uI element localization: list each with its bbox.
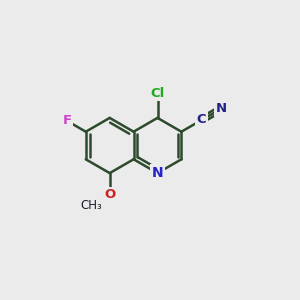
Text: O: O [104,188,115,201]
Text: C: C [197,113,206,127]
Text: N: N [216,102,227,115]
Text: Cl: Cl [150,87,165,100]
Text: CH₃: CH₃ [80,199,102,212]
Text: N: N [152,166,163,180]
Text: F: F [62,114,72,128]
